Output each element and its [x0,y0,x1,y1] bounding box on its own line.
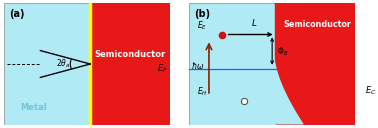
Bar [90,3,170,125]
Text: $E_E$: $E_E$ [197,20,208,32]
Text: $E_C$: $E_C$ [365,85,376,97]
Text: $\Phi_B$: $\Phi_B$ [277,45,288,58]
Text: $E_H$: $E_H$ [197,86,208,98]
Text: Semiconductor: Semiconductor [283,20,351,29]
Text: $E_F$: $E_F$ [156,63,167,75]
Text: L: L [251,19,256,28]
Text: $2\theta_a$: $2\theta_a$ [56,58,70,70]
Text: (a): (a) [9,9,24,19]
Text: $\hbar\omega$: $\hbar\omega$ [191,60,204,71]
Text: Metal: Metal [20,103,47,111]
Text: (b): (b) [194,9,210,19]
Polygon shape [276,3,355,125]
Text: Semiconductor: Semiconductor [94,50,166,59]
